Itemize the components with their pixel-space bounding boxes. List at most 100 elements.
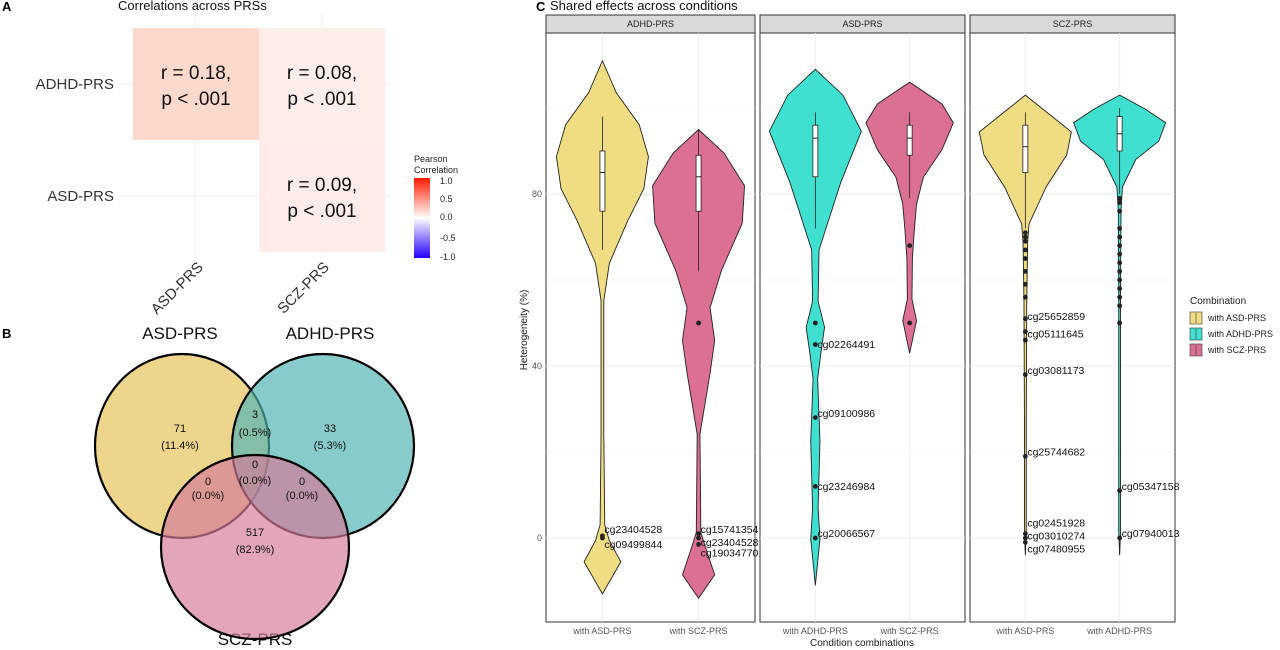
outlier-point bbox=[907, 243, 913, 249]
heatmap-cell-p: p < .001 bbox=[161, 89, 230, 110]
violin-chart-title: Shared effects across conditions bbox=[550, 0, 738, 13]
outlier-point bbox=[1117, 320, 1123, 326]
colorbar-tick: -0.5 bbox=[440, 233, 456, 243]
outlier-point bbox=[812, 320, 818, 326]
legend-label: with ADHD-PRS bbox=[1207, 329, 1273, 339]
venn-count: 0 bbox=[205, 476, 211, 488]
heatmap-row-label: ASD-PRS bbox=[47, 188, 114, 205]
outlier-point bbox=[1022, 316, 1028, 322]
legend-label: with ASD-PRS bbox=[1207, 313, 1266, 323]
outlier-point bbox=[812, 342, 818, 347]
heatmap-cell-r: r = 0.18, bbox=[161, 63, 231, 84]
outlier-point bbox=[1022, 256, 1028, 261]
x-tick-label: with ADHD-PRS bbox=[1086, 626, 1152, 636]
boxplot-box bbox=[695, 154, 702, 212]
venn-percent: (0.0%) bbox=[239, 475, 271, 487]
venn-percent: (0.0%) bbox=[192, 490, 224, 502]
facet-scz-prs: SCZ-PRS cg25652859 cg05111645 cg03081173 cg2… bbox=[969, 14, 1180, 636]
venn-percent: (11.4%) bbox=[161, 440, 199, 452]
panel-a-letter: A bbox=[2, 0, 12, 14]
boxplot-box bbox=[906, 124, 913, 156]
legend-label: with SCZ-PRS bbox=[1207, 345, 1266, 355]
outlier-point bbox=[696, 535, 701, 541]
outlier-point bbox=[1117, 260, 1123, 266]
y-axis-title: Heterogeneity (%) bbox=[519, 290, 530, 371]
outlier-point bbox=[812, 415, 818, 420]
outlier-point bbox=[1117, 286, 1123, 291]
venn-count: 0 bbox=[299, 476, 305, 488]
outlier-point bbox=[1022, 269, 1028, 274]
outlier-point bbox=[1117, 243, 1123, 249]
heatmap-col-label: ASD-PRS bbox=[148, 259, 207, 318]
x-axis-title: Condition combinations bbox=[810, 638, 914, 649]
violin-facets: ADHD-PRS cg23404528 cg09499844 with ASD-PRS… bbox=[532, 14, 1180, 636]
cpg-label: cg03010274 bbox=[1027, 530, 1085, 542]
facet-adhd-prs: ADHD-PRS cg23404528 cg09499844 with ASD-PRS… bbox=[532, 14, 759, 636]
violin-with-adhd-prs bbox=[768, 68, 862, 586]
venn-label-asd: ASD-PRS bbox=[142, 324, 218, 343]
heatmap-cell-r: r = 0.08, bbox=[287, 63, 357, 84]
cpg-label: cg05347158 bbox=[1122, 481, 1180, 493]
facet-asd-prs: ASD-PRS cg02264491 cg09100986 cg23246984 cg2… bbox=[759, 14, 966, 636]
outlier-point bbox=[812, 535, 818, 541]
venn-count: 33 bbox=[324, 423, 336, 435]
venn-label-adhd: ADHD-PRS bbox=[286, 324, 375, 343]
x-tick-label: with SCZ-PRS bbox=[669, 626, 728, 636]
heatmap-col-label: SCZ-PRS bbox=[274, 259, 333, 318]
colorbar-tick: 0.5 bbox=[440, 194, 453, 204]
correlation-legend-title: Pearson bbox=[414, 154, 448, 164]
x-tick-label: with ASD-PRS bbox=[572, 626, 631, 636]
heatmap-title: Correlations across PRSs bbox=[118, 0, 267, 13]
cpg-label: cg25652859 bbox=[1027, 311, 1085, 323]
outlier-point bbox=[1117, 303, 1123, 309]
facet-strip-label: SCZ-PRS bbox=[1053, 19, 1093, 29]
cpg-label: cg19034770 bbox=[701, 548, 759, 560]
cpg-label: cg02264491 bbox=[817, 339, 875, 351]
outlier-point bbox=[907, 320, 913, 326]
heatmap-cell-p: p < .001 bbox=[287, 201, 356, 222]
outlier-point bbox=[696, 531, 701, 537]
outlier-point bbox=[1022, 337, 1028, 343]
y-tick-label: 0 bbox=[537, 533, 542, 543]
facet-strip bbox=[969, 14, 1176, 34]
venn-percent: (82.9%) bbox=[236, 544, 275, 556]
outlier-point bbox=[600, 535, 605, 541]
venn-circle-scz bbox=[159, 453, 351, 641]
outlier-point bbox=[1117, 488, 1123, 494]
outlier-point bbox=[1117, 535, 1123, 541]
outlier-point bbox=[1117, 294, 1123, 300]
legend-item: with ADHD-PRS bbox=[1189, 327, 1273, 341]
outlier-point bbox=[1022, 230, 1028, 236]
cpg-label: cg15741354 bbox=[701, 524, 759, 536]
outlier-point bbox=[812, 484, 818, 489]
boxplot-box bbox=[599, 150, 606, 212]
heatmap-cell-adhd-scz bbox=[259, 28, 385, 140]
legend-item: with ASD-PRS bbox=[1189, 311, 1266, 325]
cpg-label: cg09100986 bbox=[817, 408, 875, 420]
venn-count: 0 bbox=[252, 459, 258, 471]
x-tick-label: with SCZ-PRS bbox=[880, 626, 939, 636]
outlier-point bbox=[696, 542, 701, 547]
x-tick-label: with ADHD-PRS bbox=[782, 626, 848, 636]
y-tick-label: 40 bbox=[532, 361, 542, 371]
venn-count: 71 bbox=[174, 423, 186, 435]
facet-strip-label: ADHD-PRS bbox=[627, 19, 674, 29]
cpg-label: cg23404528 bbox=[701, 537, 759, 549]
heatmap-row-label: ADHD-PRS bbox=[36, 76, 114, 93]
heatmap-cell-asd-scz bbox=[259, 140, 385, 252]
colorbar-tick: 0.0 bbox=[440, 212, 453, 222]
cpg-label: cg23246984 bbox=[817, 481, 875, 493]
cpg-label: cg23404528 bbox=[604, 524, 662, 536]
outlier-point bbox=[1117, 200, 1123, 206]
cpg-label: cg07480955 bbox=[1027, 543, 1085, 555]
venn-percent: (5.3%) bbox=[314, 440, 346, 452]
outlier-point bbox=[1022, 247, 1028, 253]
venn-count: 3 bbox=[252, 409, 258, 421]
panel-b-letter: B bbox=[2, 326, 11, 341]
heatmap-cell-p: p < .001 bbox=[287, 89, 356, 110]
outlier-point bbox=[1022, 539, 1028, 545]
x-tick-label: with ASD-PRS bbox=[995, 626, 1054, 636]
outlier-point bbox=[1022, 531, 1028, 537]
outlier-point bbox=[1022, 535, 1028, 541]
colorbar-tick: 1.0 bbox=[440, 176, 453, 186]
